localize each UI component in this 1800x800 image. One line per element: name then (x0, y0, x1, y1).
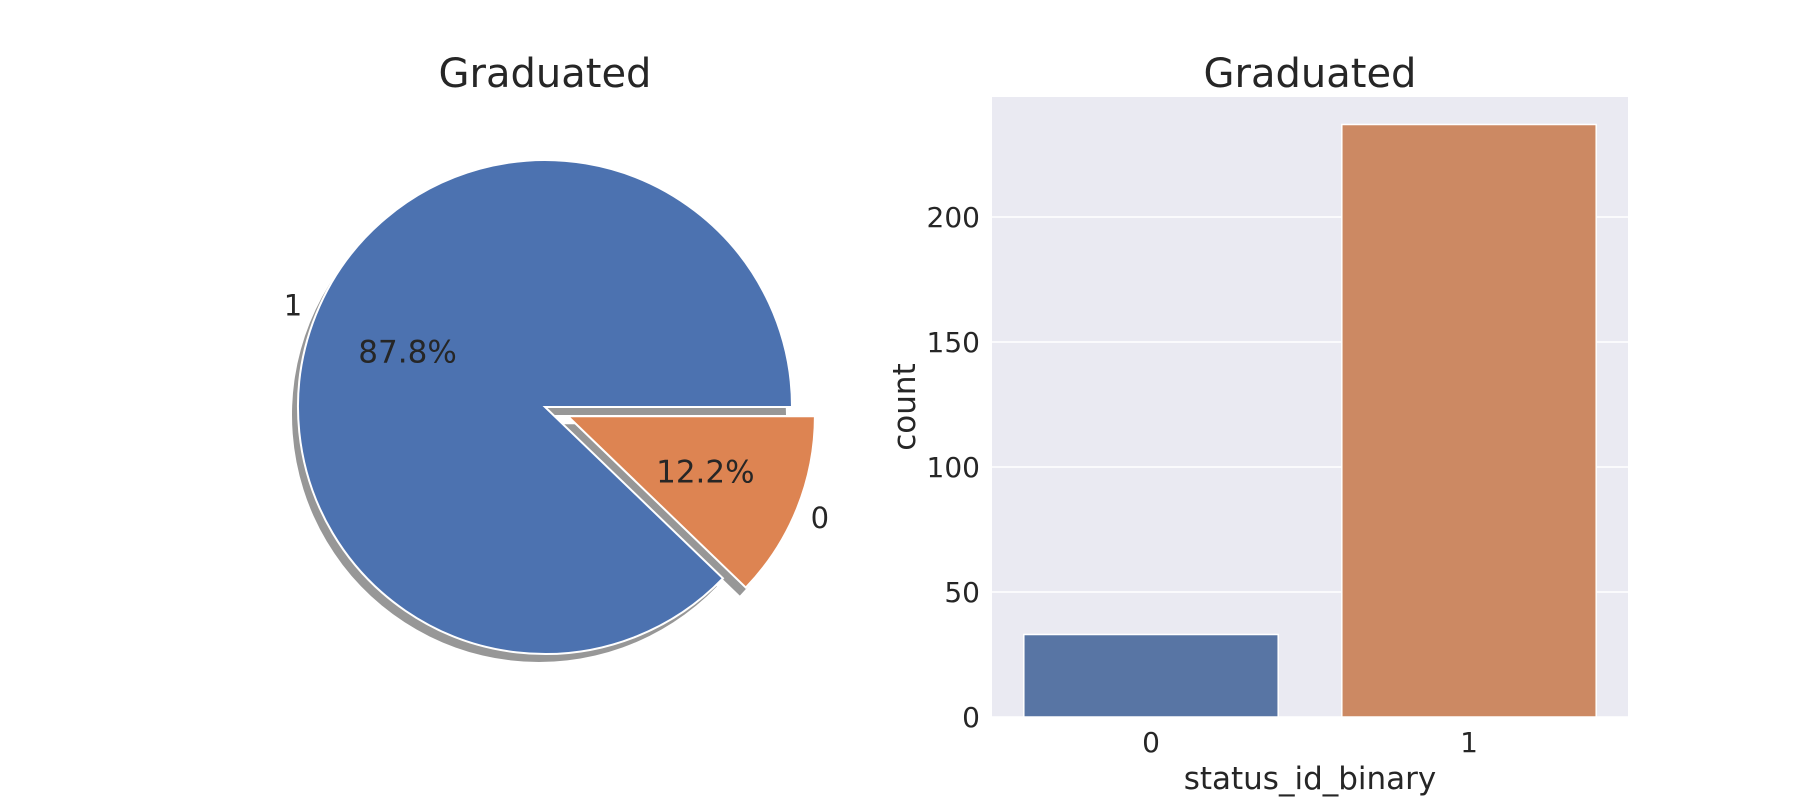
y-tick-label: 200 (927, 201, 980, 234)
pie-title: Graduated (439, 51, 652, 97)
y-axis-label: count (887, 363, 923, 450)
pie-percent-label-1: 87.8% (358, 335, 456, 371)
bar-0 (1023, 633, 1279, 718)
bar-title: Graduated (1204, 51, 1417, 97)
y-tick-label: 150 (927, 326, 980, 359)
pie-slice-1 (297, 159, 794, 655)
y-tick-label: 0 (962, 701, 980, 734)
pie-category-label-1: 1 (284, 288, 302, 322)
y-tick-label: 100 (927, 451, 980, 484)
x-tick-label: 1 (1460, 726, 1478, 759)
y-tick-label: 50 (944, 576, 980, 609)
pie-percent-label-0: 12.2% (656, 455, 754, 491)
x-tick-label: 0 (1142, 726, 1160, 759)
pie-slice-0 (565, 415, 816, 589)
pie-chart: Graduated 1 0 87.8% 12.2% (284, 51, 829, 662)
x-axis-label: status_id_binary (1184, 761, 1437, 797)
bar-1 (1341, 123, 1597, 718)
pie-slices (297, 159, 816, 655)
pie-category-label-0: 0 (811, 501, 829, 535)
y-tick-labels: 0 50 100 150 200 (927, 201, 980, 734)
bars (1023, 123, 1597, 718)
